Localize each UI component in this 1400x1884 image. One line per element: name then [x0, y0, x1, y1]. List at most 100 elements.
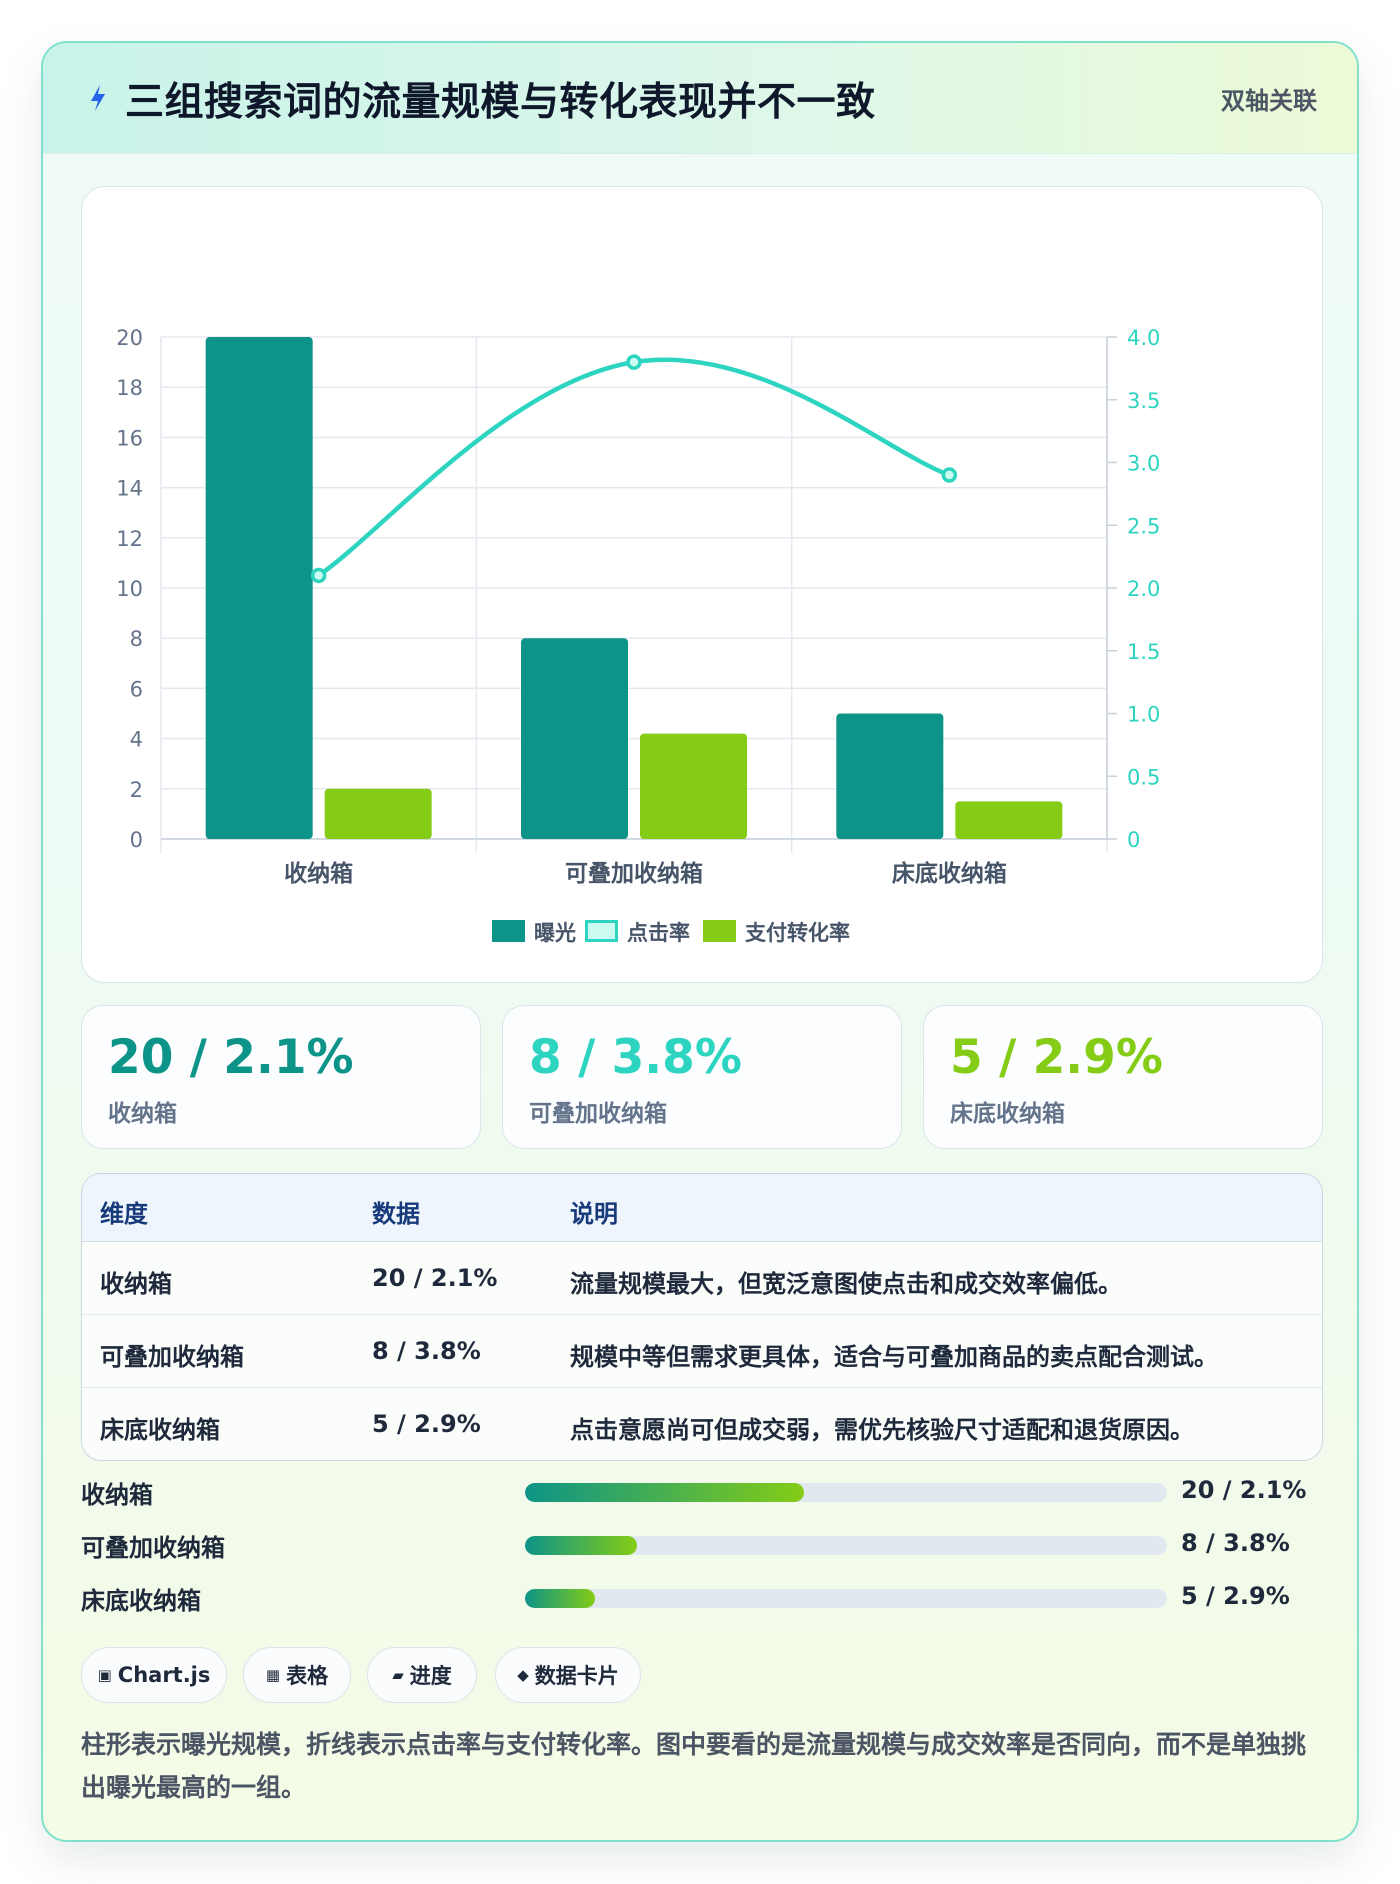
y-right-tick-label: 1.0 [1127, 703, 1160, 727]
table-cell-note: 流量规模最大，但宽泛意图使点击和成交效率偏低。 [570, 1270, 1122, 1298]
x-tick-label: 收纳箱 [284, 860, 353, 887]
table-header-cell: 数据 [372, 1200, 420, 1228]
kpi-label: 床底收纳箱 [950, 1101, 1065, 1127]
bar-conversion [955, 801, 1063, 839]
progress-value: 5 / 2.9% [1181, 1582, 1290, 1610]
pill-label: Chart.js [117, 1663, 211, 1687]
progress-fill [525, 1483, 805, 1502]
bar-conversion [324, 788, 432, 839]
line-ctr [317, 357, 951, 578]
y-left-tick-label: 0 [130, 828, 143, 852]
progress-track [525, 1483, 1167, 1502]
y-right-tick-label: 2.5 [1127, 514, 1160, 538]
table-header-cell: 维度 [100, 1200, 148, 1228]
legend-swatch [585, 920, 618, 942]
table-cell-dimension: 床底收纳箱 [100, 1416, 220, 1444]
legend-label: 支付转化率 [745, 921, 850, 945]
kpi-card-stackable-box: 8 / 3.8% 可叠加收纳箱 [502, 1005, 902, 1149]
y-left-tick-label: 4 [130, 728, 143, 752]
table-header-row: 维度 数据 说明 [82, 1174, 1322, 1242]
chart-square-icon: ▣ [97, 1666, 112, 1684]
table-cell-note: 规模中等但需求更具体，适合与可叠加商品的卖点配合测试。 [570, 1343, 1218, 1371]
kpi-value: 20 / 2.1% [108, 1030, 354, 1085]
pill-data-card[interactable]: ◆ 数据卡片 [495, 1647, 641, 1703]
y-right-tick-label: 3.5 [1127, 389, 1160, 413]
legend-label: 点击率 [627, 921, 690, 945]
point-ctr [310, 567, 327, 584]
bar-conversion [640, 733, 747, 839]
table-cell-data: 5 / 2.9% [372, 1410, 481, 1438]
kpi-label: 收纳箱 [108, 1101, 177, 1127]
table-cell-dimension: 收纳箱 [100, 1270, 172, 1298]
table-cell-dimension: 可叠加收纳箱 [100, 1343, 244, 1371]
legend-label: 曝光 [534, 921, 576, 945]
y-left-tick-label: 14 [116, 477, 143, 501]
diamond-icon: ◆ [517, 1666, 529, 1684]
y-left-tick-label: 2 [130, 778, 143, 802]
pill-label: 数据卡片 [534, 1664, 619, 1688]
progress-label: 可叠加收纳箱 [81, 1534, 225, 1562]
bar-exposure [205, 337, 313, 839]
progress-row: 可叠加收纳箱 8 / 3.8% [81, 1528, 1323, 1562]
bar-exposure [521, 638, 628, 839]
x-tick-label: 床底收纳箱 [892, 860, 1007, 887]
data-table: 维度 数据 说明 收纳箱 20 / 2.1% 流量规模最大，但宽泛意图使点击和成… [81, 1173, 1323, 1461]
progress-bar-icon: ▰ [392, 1666, 404, 1684]
point-ctr [941, 467, 958, 483]
legend-swatch [492, 920, 525, 942]
bar-exposure [836, 713, 944, 839]
y-right-tick-label: 0.5 [1127, 765, 1160, 789]
progress-fill [525, 1536, 637, 1555]
y-left-tick-label: 6 [130, 677, 143, 701]
grid-icon: ▦ [265, 1666, 281, 1684]
pill-label: 进度 [409, 1664, 452, 1688]
y-left-tick-label: 8 [130, 627, 143, 651]
point-ctr [626, 354, 642, 370]
y-right-tick-label: 1.5 [1127, 640, 1160, 664]
progress-label: 收纳箱 [81, 1481, 153, 1509]
y-right-tick-label: 4.0 [1127, 326, 1160, 350]
progress-value: 8 / 3.8% [1181, 1529, 1290, 1557]
progress-value: 20 / 2.1% [1181, 1476, 1307, 1504]
kpi-value: 8 / 3.8% [529, 1030, 742, 1085]
pill-progress[interactable]: ▰ 进度 [367, 1647, 477, 1703]
progress-fill [525, 1589, 595, 1608]
pill-table[interactable]: ▦ 表格 [243, 1647, 351, 1703]
y-left-tick-label: 12 [116, 527, 143, 551]
card-header: 三组搜索词的流量规模与转化表现并不一致 双轴关联 [43, 43, 1357, 154]
y-left-tick-label: 16 [116, 426, 143, 450]
table-cell-note: 点击意愿尚可但成交弱，需优先核验尺寸适配和退货原因。 [570, 1416, 1194, 1444]
progress-track [525, 1536, 1167, 1555]
y-right-tick-label: 2.0 [1127, 577, 1160, 601]
page-title: 三组搜索词的流量规模与转化表现并不一致 [125, 80, 876, 125]
y-right-tick-label: 3.0 [1127, 452, 1160, 476]
kpi-label: 可叠加收纳箱 [529, 1101, 667, 1127]
kpi-card-storage-box: 20 / 2.1% 收纳箱 [81, 1005, 481, 1149]
chart-panel: 0 2 4 6 8 10 12 14 16 18 20 0 0.5 1.0 1.5 2.0 2.5 3.0 3.5 4… [81, 186, 1323, 983]
y-right-tick-label: 0 [1127, 828, 1140, 852]
pill-chartjs[interactable]: ▣ Chart.js [81, 1647, 227, 1703]
table-row: 可叠加收纳箱 8 / 3.8% 规模中等但需求更具体，适合与可叠加商品的卖点配合… [82, 1315, 1322, 1388]
kpi-value: 5 / 2.9% [950, 1030, 1163, 1085]
y-left-tick-label: 18 [116, 376, 143, 400]
header-tag: 双轴关联 [1221, 87, 1317, 115]
kpi-card-underbed-box: 5 / 2.9% 床底收纳箱 [923, 1005, 1323, 1149]
table-row: 收纳箱 20 / 2.1% 流量规模最大，但宽泛意图使点击和成交效率偏低。 [82, 1242, 1322, 1315]
progress-track [525, 1589, 1167, 1608]
table-header-cell: 说明 [570, 1200, 618, 1228]
lightning-bolt-icon [91, 85, 105, 111]
chart-note: 柱形表示曝光规模，折线表示点击率与支付转化率。图中要看的是流量规模与成交效率是否… [81, 1730, 1307, 1802]
y-left-tick-label: 10 [116, 577, 143, 601]
chart-card: 三组搜索词的流量规模与转化表现并不一致 双轴关联 0 2 4 6 8 10 12 14 16 18… [41, 41, 1359, 1842]
y-left-tick-label: 20 [116, 326, 143, 350]
combo-chart: 0 2 4 6 8 10 12 14 16 18 20 0 0.5 1.0 1.5 2.0 2.5 3.0 3.5 4… [116, 326, 1160, 945]
progress-row: 床底收纳箱 5 / 2.9% [81, 1581, 1323, 1615]
table-cell-data: 20 / 2.1% [372, 1264, 498, 1292]
pill-label: 表格 [286, 1664, 329, 1688]
x-tick-label: 可叠加收纳箱 [565, 860, 703, 887]
table-row: 床底收纳箱 5 / 2.9% 点击意愿尚可但成交弱，需优先核验尺寸适配和退货原因… [82, 1388, 1322, 1460]
legend-swatch [703, 920, 736, 942]
table-cell-data: 8 / 3.8% [372, 1337, 481, 1365]
progress-row: 收纳箱 20 / 2.1% [81, 1475, 1323, 1509]
progress-label: 床底收纳箱 [81, 1587, 201, 1615]
